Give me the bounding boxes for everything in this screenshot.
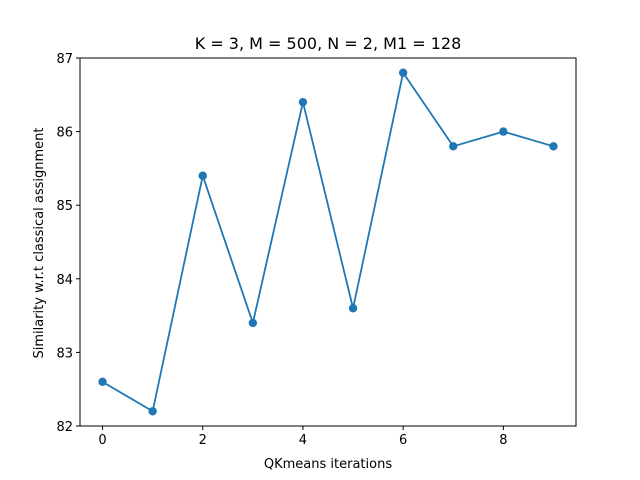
x-axis-label: QKmeans iterations <box>264 457 392 472</box>
data-point <box>398 68 408 77</box>
x-tick-label: 8 <box>499 433 507 448</box>
x-tick-label: 0 <box>98 433 106 448</box>
y-tick-label: 83 <box>56 346 73 361</box>
y-tick-label: 86 <box>56 126 73 141</box>
data-point <box>348 304 358 313</box>
data-point <box>248 318 258 328</box>
data-point <box>499 127 508 136</box>
data-point <box>98 377 107 387</box>
series-line <box>102 71 554 413</box>
y-tick-label: 82 <box>56 420 73 435</box>
y-tick-label: 85 <box>56 199 73 214</box>
x-tick-label: 6 <box>399 433 407 448</box>
data-point <box>298 97 308 107</box>
plot-frame <box>79 57 577 427</box>
data-point <box>549 142 558 151</box>
y-tick-label: 87 <box>56 52 73 67</box>
chart-title: K = 3, M = 500, N = 2, M1 = 128 <box>195 34 462 53</box>
y-axis-label: Similarity w.r.t classical assignment <box>32 127 47 358</box>
plot-area: 0 2 4 6 8 82 83 84 85 86 87 <box>56 52 577 448</box>
data-point <box>198 171 207 180</box>
y-tick-label: 84 <box>56 273 73 288</box>
x-tick-label: 4 <box>299 433 307 448</box>
x-tick-label: 2 <box>199 433 207 448</box>
data-point <box>148 407 157 416</box>
data-point <box>449 142 458 151</box>
